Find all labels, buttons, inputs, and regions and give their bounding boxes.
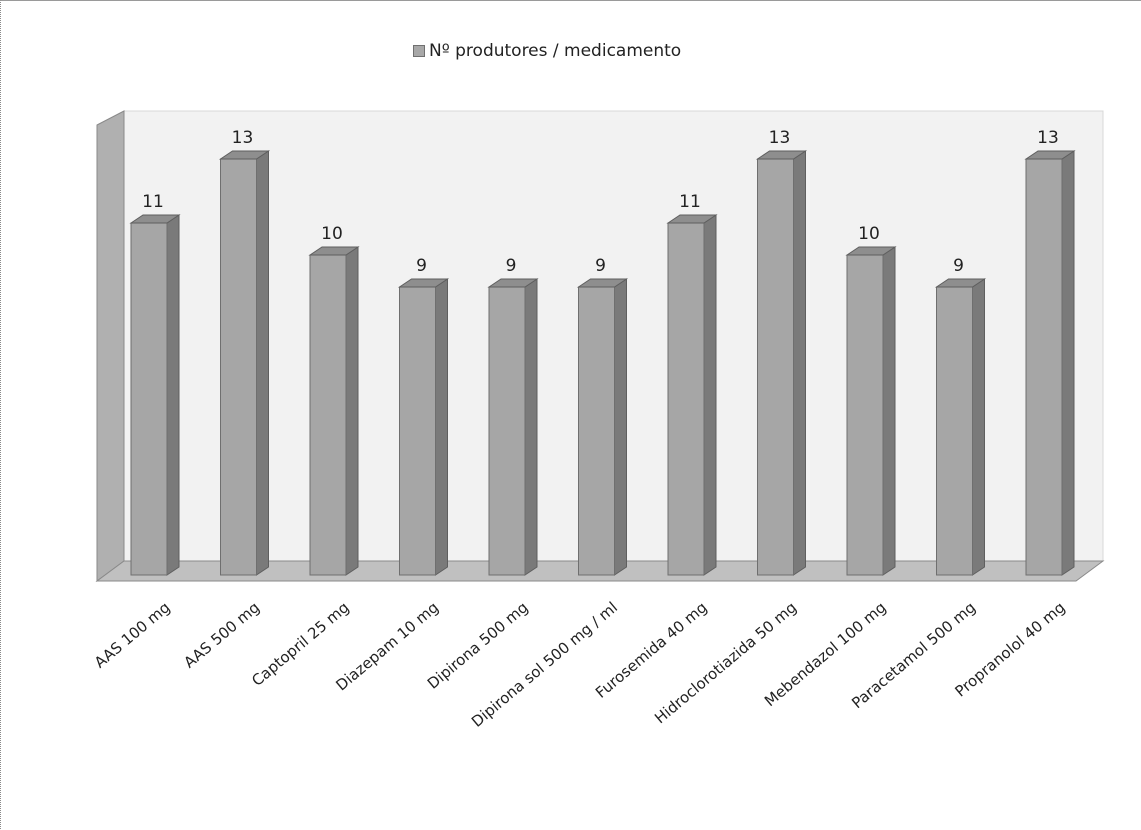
bar-top — [755, 150, 808, 160]
data-label: 9 — [595, 256, 606, 276]
bar — [487, 278, 539, 576]
bar-top — [666, 214, 718, 224]
bar-side — [614, 278, 627, 576]
bar-side — [524, 278, 538, 576]
bar-front — [488, 286, 526, 576]
bar-front — [1025, 158, 1063, 576]
bar-side — [972, 278, 985, 576]
bar-side — [166, 214, 180, 576]
bar-side — [256, 150, 269, 576]
data-label: 13 — [1037, 128, 1059, 148]
bar — [218, 150, 271, 576]
bar-top — [1024, 150, 1076, 160]
bar-side — [793, 150, 806, 576]
bar-front — [399, 286, 436, 576]
bar — [666, 214, 718, 576]
data-label: 13 — [232, 128, 254, 148]
bar-front — [130, 222, 168, 576]
bar-top — [845, 246, 897, 256]
bar — [576, 278, 629, 576]
bar-front — [667, 222, 705, 576]
bar — [129, 214, 181, 576]
bar-side — [882, 246, 896, 576]
bar-front — [936, 286, 973, 576]
bar-top — [308, 246, 360, 256]
bar-side — [345, 246, 359, 576]
data-label: 13 — [769, 128, 791, 148]
bar — [845, 246, 897, 576]
bar-top — [934, 278, 987, 288]
bar-top — [218, 150, 271, 160]
bar-front — [220, 158, 257, 576]
x-tick-label: AAS 100 mg — [91, 598, 174, 671]
bar — [934, 278, 987, 576]
bar-front — [309, 254, 347, 576]
bar-front — [578, 286, 615, 576]
bar-top — [397, 278, 450, 288]
data-label: 10 — [858, 224, 880, 244]
side-wall — [96, 110, 125, 582]
data-label: 10 — [321, 224, 343, 244]
bar — [1024, 150, 1076, 576]
bar-front — [846, 254, 884, 576]
legend-label: Nº produtores / medicamento — [429, 41, 682, 61]
x-tick-label: Dipirona sol 500 mg / ml — [468, 598, 621, 731]
bar — [755, 150, 808, 576]
data-label: 9 — [953, 256, 964, 276]
bar-side — [703, 214, 717, 576]
data-label: 9 — [506, 256, 517, 276]
x-tick-label: AAS 500 mg — [180, 598, 263, 671]
x-tick-label: Hidroclorotiazida 50 mg — [651, 598, 800, 727]
bar-front — [757, 158, 794, 576]
legend-swatch — [413, 45, 425, 57]
legend: Nº produtores / medicamento — [413, 39, 681, 63]
data-label: 9 — [416, 256, 427, 276]
bar — [397, 278, 450, 576]
bar-top — [576, 278, 629, 288]
bars-group: 11 13 10 9 9 9 11 13 10 9 13 — [129, 128, 1076, 576]
bar-top — [487, 278, 539, 288]
bar-side — [435, 278, 448, 576]
bar-top — [129, 214, 181, 224]
data-label: 11 — [679, 192, 701, 212]
bar — [308, 246, 360, 576]
bar-side — [1061, 150, 1075, 576]
data-label: 11 — [142, 192, 164, 212]
